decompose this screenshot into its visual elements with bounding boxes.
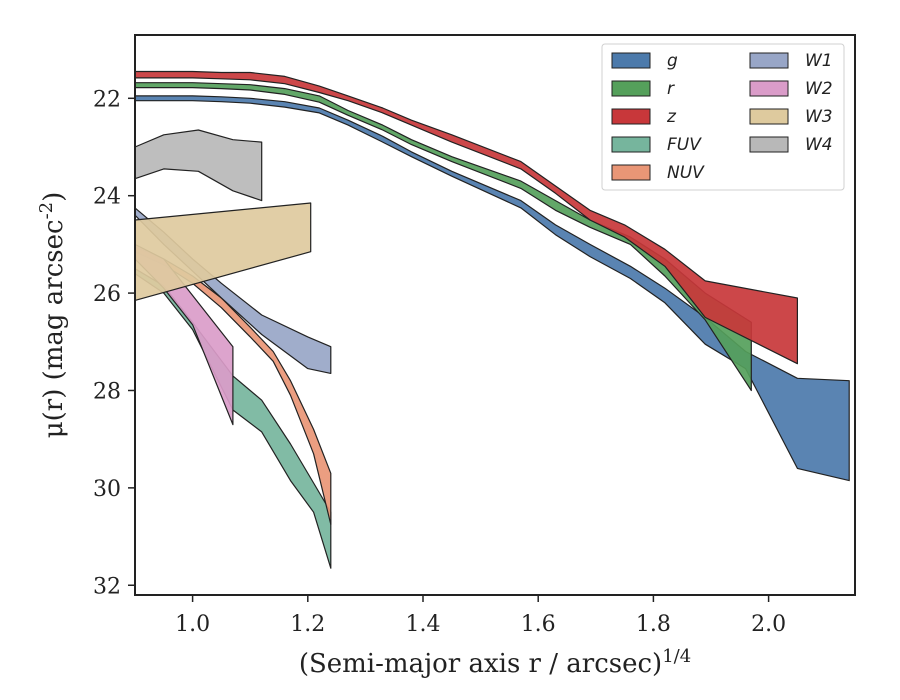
- legend-label-r: r: [667, 79, 675, 99]
- y-tick-label: 32: [93, 574, 121, 599]
- band-g: [134, 95, 850, 482]
- legend-label-w2: W2: [805, 79, 833, 99]
- plot-frame: [134, 34, 856, 596]
- legend-swatch-r: [611, 80, 651, 97]
- legend: grz FUV NUV W1 W2 W3 W4: [601, 43, 845, 191]
- x-tick-label: 1.2: [290, 612, 325, 637]
- legend-swatch-g: [611, 52, 651, 69]
- band-w4: [134, 129, 263, 202]
- y-axis-ticks: 22 24 26 28 30 32: [93, 87, 135, 599]
- y-tick-label: 26: [93, 282, 121, 307]
- legend-swatch-fuv: [611, 136, 651, 153]
- y-tick-label: 28: [93, 379, 121, 404]
- x-tick-label: 1.8: [636, 612, 671, 637]
- y-axis-label: μ(r) (mag arcsec-2): [36, 192, 70, 439]
- legend-label-w1: W1: [805, 51, 833, 71]
- legend-label-z: z: [666, 107, 677, 127]
- y-tick-label: 24: [93, 185, 121, 210]
- legend-swatch-z: [611, 108, 651, 125]
- y-tick-label: 30: [93, 477, 121, 502]
- legend-label-w4: W4: [805, 135, 833, 155]
- legend-swatch-nuv: [611, 164, 651, 181]
- legend-label-w3: W3: [805, 107, 833, 127]
- x-tick-label: 1.4: [406, 612, 441, 637]
- x-axis-label: (Semi-major axis r / arcsec)1/4: [299, 646, 691, 680]
- legend-swatch-w1: [749, 52, 789, 69]
- x-tick-label: 2.0: [751, 612, 786, 637]
- y-tick-label: 22: [93, 87, 121, 112]
- x-tick-label: 1.0: [175, 612, 210, 637]
- legend-swatch-w4: [749, 136, 789, 153]
- profile-bands: [134, 70, 850, 569]
- band-z: [134, 70, 799, 365]
- legend-label-g: g: [667, 51, 678, 71]
- legend-label-nuv: NUV: [667, 163, 705, 183]
- legend-label-fuv: FUV: [667, 135, 702, 155]
- legend-swatch-w2: [749, 80, 789, 97]
- legend-swatch-w3: [749, 108, 789, 125]
- x-tick-label: 1.6: [521, 612, 556, 637]
- x-axis-ticks: 1.0 1.2 1.4 1.6 1.8 2.0: [175, 595, 786, 637]
